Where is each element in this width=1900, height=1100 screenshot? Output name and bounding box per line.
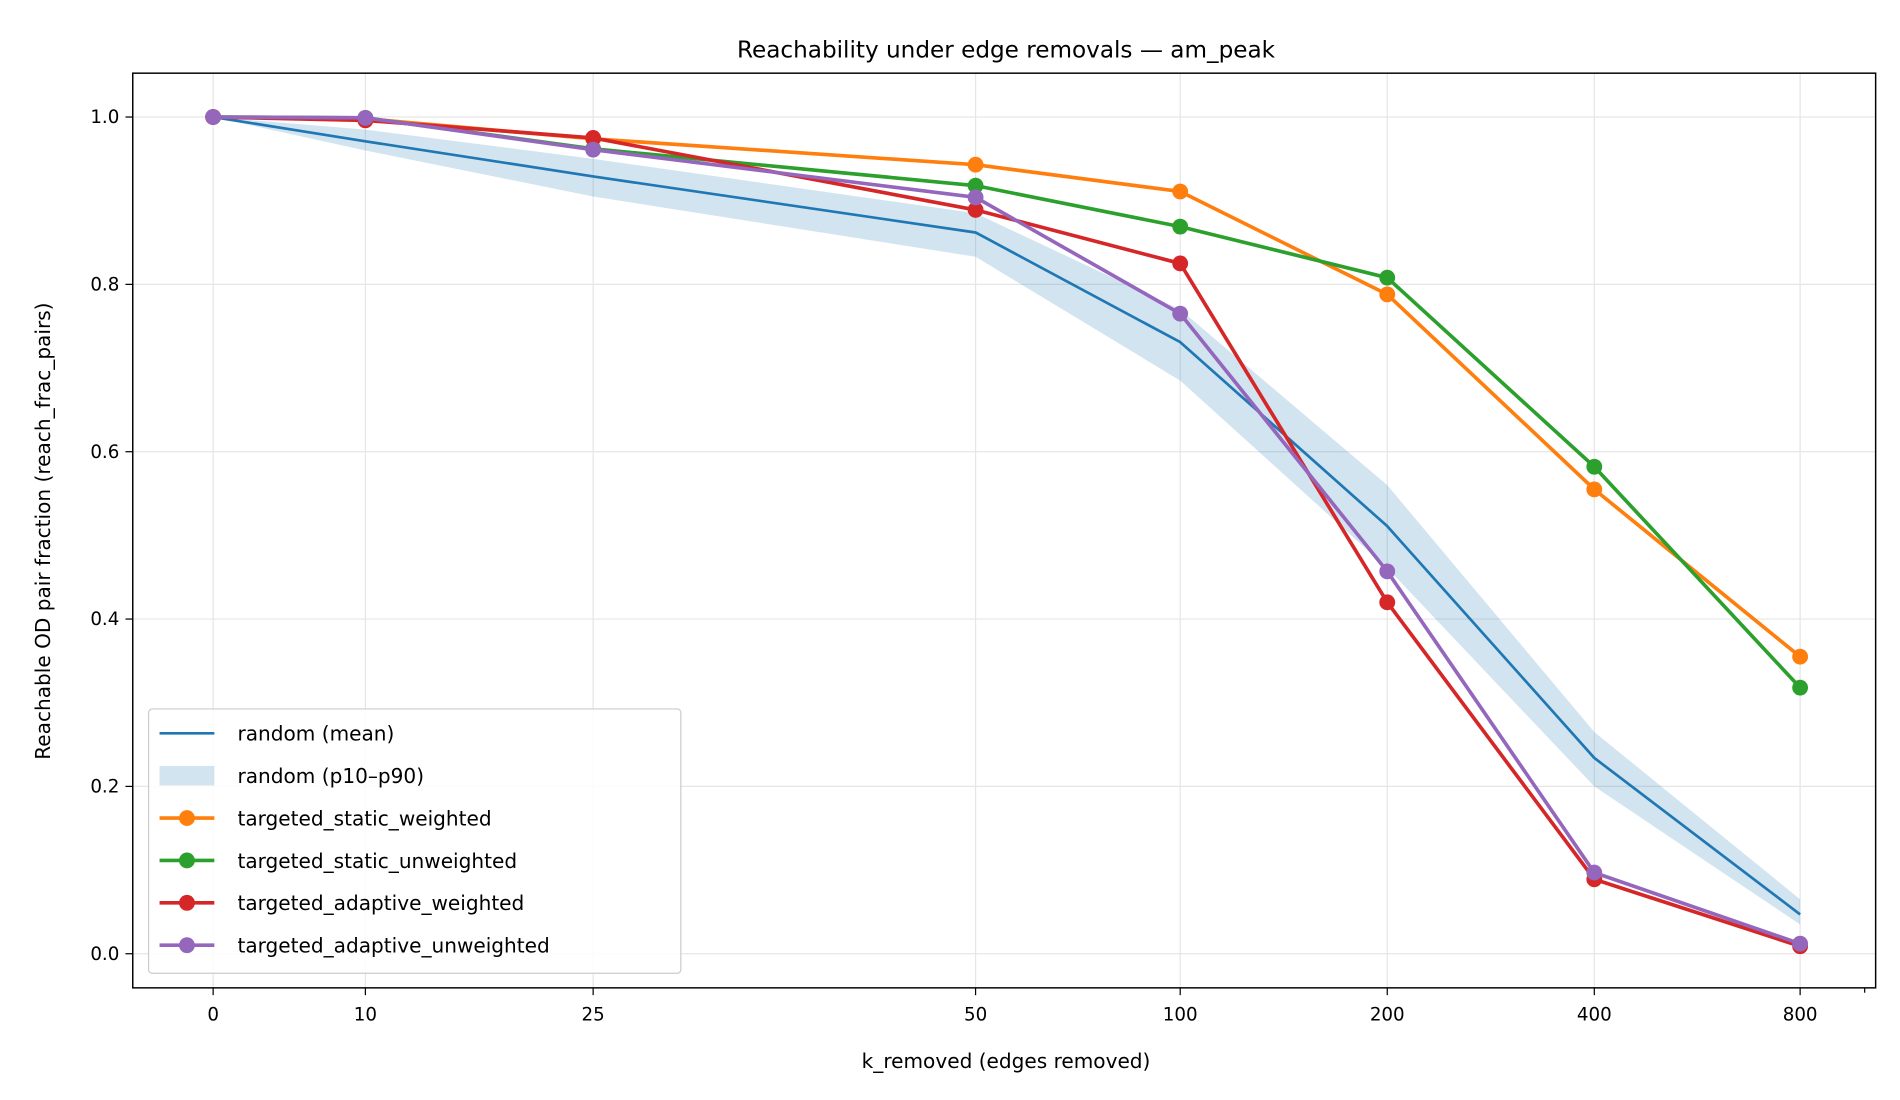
legend-swatch (159, 765, 215, 786)
data-point (205, 109, 222, 125)
legend-label: random (mean) (238, 722, 395, 746)
grid (132, 73, 1876, 988)
data-point (1586, 864, 1603, 881)
legend-marker (179, 810, 195, 826)
x-tick-label: 200 (1370, 1005, 1405, 1026)
legend-label: random (p10–p90) (238, 764, 425, 788)
series-line (213, 115, 1802, 689)
legend-label: targeted_adaptive_weighted (238, 891, 525, 915)
legend-entry: targeted_static_weighted (159, 806, 492, 830)
data-point (967, 189, 984, 206)
data-point (1172, 218, 1189, 235)
y-axis: 0.0 0.2 0.4 0.6 0.8 1.0 (90, 107, 133, 965)
legend-box (147, 708, 682, 974)
series-line (212, 115, 1801, 916)
data-point (1379, 269, 1396, 286)
y-tick-label: 0.4 (90, 609, 119, 630)
series-targeted-adaptive-unweighted (205, 109, 1809, 952)
data-point (1792, 935, 1809, 952)
legend-entry: targeted_static_unweighted (159, 849, 518, 873)
x-tick-label: 800 (1783, 1005, 1818, 1026)
data-point (357, 109, 374, 126)
x-tick-label: 25 (582, 1005, 605, 1026)
data-point (585, 130, 602, 146)
legend-entry: targeted_adaptive_weighted (159, 891, 525, 915)
chart-title: Reachability under edge removals — am_pe… (737, 37, 1276, 63)
series-targeted-static-unweighted (205, 109, 1809, 696)
data-point (1792, 648, 1809, 665)
y-tick-label: 0.8 (90, 274, 119, 295)
series-line (213, 115, 1802, 659)
data-point (1172, 183, 1189, 200)
data-point (585, 141, 602, 158)
series-layer (205, 109, 1809, 955)
x-tick-label: 10 (354, 1005, 377, 1026)
x-tick-label: 400 (1577, 1005, 1612, 1026)
y-axis-label: Reachable OD pair fraction (reach_frac_p… (31, 302, 55, 759)
legend-label: targeted_static_weighted (238, 806, 492, 830)
legend-label: targeted_adaptive_unweighted (238, 934, 550, 958)
data-point (1586, 481, 1603, 498)
data-point (1379, 594, 1396, 611)
legend-marker (179, 894, 195, 911)
data-point (1379, 563, 1396, 580)
y-tick-label: 0.2 (90, 776, 119, 797)
series-random-mean- (212, 115, 1801, 916)
legend-marker (179, 852, 195, 869)
y-tick-label: 0.6 (90, 442, 119, 463)
y-tick-label: 1.0 (90, 107, 119, 128)
x-tick-label: 0 (207, 1005, 219, 1026)
data-point (967, 201, 984, 218)
legend-label: targeted_static_unweighted (238, 849, 518, 873)
y-tick-label: 0.0 (90, 944, 119, 965)
legend-entry: targeted_adaptive_unweighted (159, 934, 550, 958)
data-point (967, 177, 984, 194)
legend: random (mean) random (p10–p90) targeted_st… (147, 708, 682, 974)
x-axis: 0 10 25 50 100 200 400 800 (207, 987, 1866, 1026)
data-point (1172, 305, 1189, 322)
legend-marker (179, 937, 195, 954)
data-point (1172, 255, 1189, 272)
data-point (1586, 458, 1603, 475)
series-line (213, 115, 1801, 946)
legend-entry: random (p10–p90) (159, 764, 425, 788)
data-point (967, 156, 984, 173)
x-tick-label: 100 (1163, 1005, 1198, 1026)
plot-frame (132, 72, 1877, 989)
data-point (1379, 286, 1396, 303)
data-point (1792, 679, 1809, 696)
legend-entry: random (mean) (159, 722, 395, 746)
x-axis-label: k_removed (edges removed) (862, 1049, 1151, 1073)
x-tick-label: 50 (964, 1005, 987, 1026)
